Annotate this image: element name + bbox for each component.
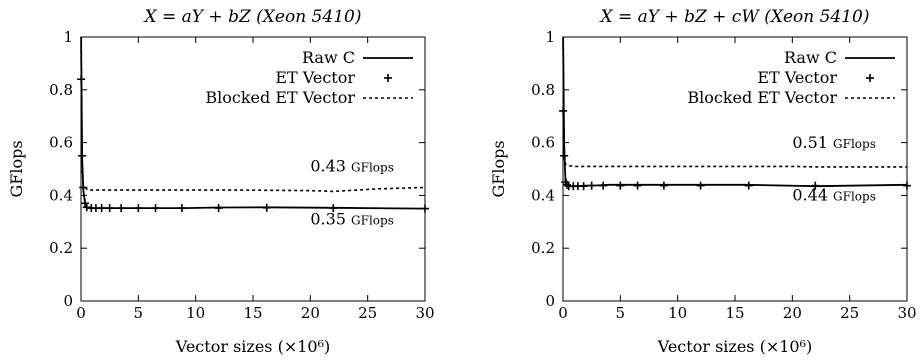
data-point	[117, 204, 126, 213]
annotation-label: 0.44 GFlops	[792, 186, 876, 205]
legend-label: ET Vector	[275, 68, 355, 87]
series-blocked-et-vector	[562, 42, 907, 168]
data-point	[134, 204, 143, 213]
x-tick-label: 5	[616, 304, 626, 322]
x-tick-label: 30	[897, 304, 916, 322]
legend-label: Blocked ET Vector	[687, 88, 837, 107]
data-point	[214, 204, 223, 213]
legend-marker	[866, 74, 874, 82]
legend-marker	[384, 74, 392, 82]
data-point	[696, 181, 705, 190]
x-tick-label: 10	[668, 304, 687, 322]
data-point	[811, 181, 820, 190]
data-point	[633, 181, 642, 190]
y-tick-label: 0.6	[49, 134, 73, 152]
data-point	[587, 181, 596, 190]
legend-label: Raw C	[302, 48, 355, 67]
y-tick-label: 1	[545, 28, 555, 46]
chart-left: X = aY + bZ (Xeon 5410) 0 5 10 15 20 25 30 0 0.2 0…	[7, 7, 435, 356]
data-point	[744, 181, 753, 190]
chart-title: X = aY + bZ (Xeon 5410)	[143, 7, 362, 27]
y-axis-label: GFlops	[7, 140, 26, 197]
series-blocked-et-vector	[80, 50, 426, 193]
y-tick-label: 0.4	[49, 186, 73, 204]
y-tick-label: 0.2	[531, 239, 555, 257]
data-point	[105, 204, 114, 213]
x-tick-label: 30	[415, 304, 434, 322]
data-point	[599, 181, 608, 190]
x-tick-label: 25	[358, 304, 377, 322]
data-point	[563, 180, 572, 189]
y-tick-label: 0	[545, 292, 555, 310]
annotation-label: 0.35 GFlops	[310, 209, 394, 228]
x-tick-label: 0	[558, 304, 568, 322]
y-tick-label: 0.8	[49, 81, 73, 99]
x-axis-label: Vector sizes (×10⁶)	[657, 337, 813, 356]
y-tick-label: 0.2	[49, 239, 73, 257]
data-point	[262, 203, 271, 212]
series-raw-c	[562, 36, 908, 188]
data-point	[659, 181, 668, 190]
legend-label: Raw C	[784, 48, 837, 67]
data-point	[151, 204, 160, 213]
x-tick-label: 5	[134, 304, 144, 322]
series-raw-c	[80, 36, 426, 210]
x-tick-label: 25	[840, 304, 859, 322]
x-tick-label: 15	[243, 304, 262, 322]
data-point	[177, 204, 186, 213]
data-point	[81, 199, 90, 208]
y-tick-label: 0.6	[531, 134, 555, 152]
annotation-label: 0.51 GFlops	[792, 133, 876, 152]
x-tick-label: 20	[783, 304, 802, 322]
annotation-label: 0.43 GFlops	[310, 157, 394, 176]
data-point	[421, 204, 429, 213]
x-tick-label: 15	[725, 304, 744, 322]
data-point	[329, 204, 338, 213]
legend-label: ET Vector	[757, 68, 837, 87]
data-point	[97, 204, 106, 213]
legend-label: Blocked ET Vector	[205, 88, 355, 107]
data-point	[579, 182, 588, 191]
plot-frame	[562, 36, 908, 302]
data-point	[903, 181, 911, 190]
data-point	[616, 181, 625, 190]
x-tick-label: 10	[186, 304, 205, 322]
x-tick-label: 20	[301, 304, 320, 322]
y-tick-label: 0.4	[531, 186, 555, 204]
y-tick-label: 1	[63, 28, 73, 46]
chart-title: X = aY + bZ + cW (Xeon 5410)	[599, 7, 870, 27]
y-tick-label: 0	[63, 292, 73, 310]
y-tick-label: 0.8	[531, 81, 555, 99]
chart-right: X = aY + bZ + cW (Xeon 5410)0 5 10 15 20 25 30…	[489, 7, 917, 356]
x-axis-label: Vector sizes (×10⁶)	[175, 337, 331, 356]
y-axis-label: GFlops	[489, 140, 508, 197]
x-tick-label: 0	[76, 304, 86, 322]
